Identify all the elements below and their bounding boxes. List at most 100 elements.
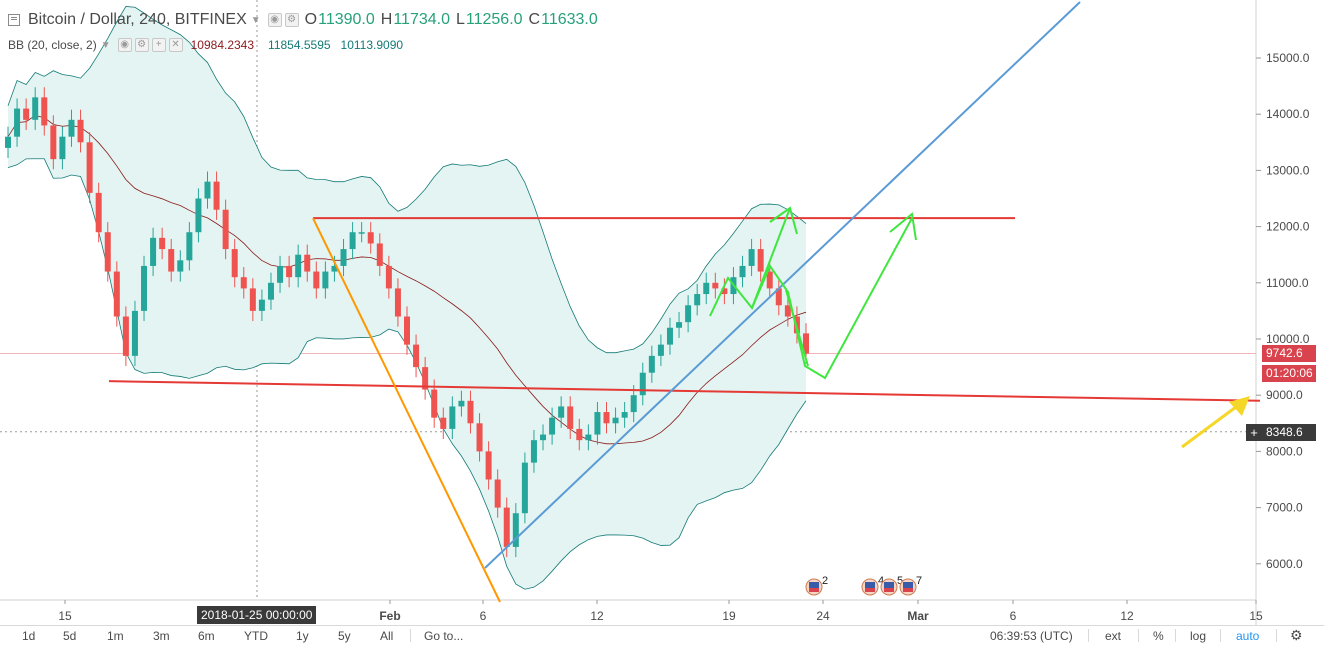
time-tick-label: Feb xyxy=(379,609,400,623)
candle-body xyxy=(41,97,48,126)
range-ytd-button[interactable]: YTD xyxy=(244,629,268,643)
us-event-flag-icon-stripe xyxy=(903,588,913,592)
bollinger-upper-line xyxy=(7,6,807,354)
candle-body xyxy=(721,288,728,295)
open-value: 11390.0 xyxy=(318,11,375,28)
candle-body xyxy=(322,271,329,289)
low-value: 11256.0 xyxy=(465,11,523,28)
candle-body xyxy=(739,265,746,278)
candle-body xyxy=(676,322,683,328)
range-1y-button[interactable]: 1y xyxy=(296,629,309,643)
price-tick-label: 10000.0 xyxy=(1266,332,1310,346)
eye-icon[interactable]: ◉ xyxy=(267,13,282,27)
candle-body xyxy=(540,434,547,441)
goto-date-button[interactable]: Go to... xyxy=(424,629,464,643)
time-tick-label: 15 xyxy=(58,609,72,623)
event-count: 7 xyxy=(916,575,922,587)
candle-body xyxy=(159,237,166,250)
candle-body xyxy=(503,507,510,547)
auto-scale-toggle[interactable]: auto xyxy=(1236,629,1260,643)
chevron-down-icon[interactable]: ▼ xyxy=(100,39,111,51)
percent-scale-toggle[interactable]: % xyxy=(1153,629,1164,643)
candle-body xyxy=(521,462,528,514)
event-count: 4 xyxy=(878,575,884,587)
bottom-toolbar: 1d 5d 1m 3m 6m YTD 1y 5y All Go to... 06… xyxy=(0,625,1324,645)
candle-body xyxy=(404,316,410,345)
candle-body xyxy=(567,406,574,429)
time-tick-label: 6 xyxy=(1010,609,1017,623)
range-1m-button[interactable]: 1m xyxy=(107,629,124,643)
candle-body xyxy=(277,265,284,283)
downtrend-line xyxy=(312,217,501,603)
candle-body xyxy=(204,181,211,199)
candle-body xyxy=(413,344,420,368)
candle-body xyxy=(585,434,592,441)
us-event-flag-icon-stripe xyxy=(865,582,875,588)
time-tick-label: 24 xyxy=(816,609,830,623)
candle-body xyxy=(712,282,719,289)
price-tick-label: 6000.0 xyxy=(1266,557,1303,571)
price-chart[interactable]: 6000.0 7000.0 8000.0 9000.0 10000.0 11000.0 12… xyxy=(0,0,1324,625)
close-icon[interactable]: ✕ xyxy=(168,38,183,52)
candle-body xyxy=(349,232,356,250)
settings-icon[interactable]: ⚙ xyxy=(284,13,299,27)
crosshair-date-label: 2018-01-25 00:00:00 xyxy=(197,606,317,624)
eye-icon[interactable]: ◉ xyxy=(117,38,132,52)
toolbar-divider xyxy=(1220,629,1221,642)
add-alert-plus-icon[interactable]: + xyxy=(1246,424,1262,441)
range-6m-button[interactable]: 6m xyxy=(198,629,215,643)
candle-body xyxy=(431,389,438,418)
candle-body xyxy=(59,136,66,160)
time-tick-label: Mar xyxy=(907,609,929,623)
symbol-title[interactable]: Bitcoin / Dollar, 240, BITFINEX xyxy=(28,11,247,28)
candle-body xyxy=(86,142,93,193)
candle-body xyxy=(803,333,809,354)
time-tick-label: 15 xyxy=(1249,609,1263,623)
candle-body xyxy=(267,282,274,300)
indicator-name[interactable]: BB (20, close, 2) xyxy=(8,38,97,52)
indicator-legend: BB (20, close, 2) ▼ ◉ ⚙ + ✕ 10984.2343 1… xyxy=(8,38,403,52)
us-event-flag-icon-stripe xyxy=(809,588,819,592)
price-tick-label: 9000.0 xyxy=(1266,388,1303,402)
candle-body xyxy=(630,395,637,413)
range-5y-button[interactable]: 5y xyxy=(338,629,351,643)
candle-body xyxy=(68,119,75,137)
candle-body xyxy=(422,367,429,390)
range-5d-button[interactable]: 5d xyxy=(63,629,77,643)
price-tick-label: 14000.0 xyxy=(1266,107,1310,121)
add-icon[interactable]: + xyxy=(151,38,166,52)
settings-icon[interactable]: ⚙ xyxy=(134,38,149,52)
candle-body xyxy=(394,288,401,317)
chevron-down-icon[interactable]: ▼ xyxy=(250,14,261,26)
projection-arrowhead xyxy=(889,212,917,241)
log-scale-toggle[interactable]: log xyxy=(1190,629,1207,643)
bb-basis-value: 10984.2343 xyxy=(190,38,255,52)
projection-path xyxy=(709,217,913,380)
candle-body xyxy=(195,198,202,233)
candle-body xyxy=(694,294,701,306)
collapse-legend-icon[interactable] xyxy=(8,14,20,26)
range-all-button[interactable]: All xyxy=(380,629,394,643)
candle-body xyxy=(558,406,565,418)
range-3m-button[interactable]: 3m xyxy=(153,629,170,643)
time-tick-label: 12 xyxy=(1120,609,1134,623)
low-label: L xyxy=(455,11,465,28)
candle-body xyxy=(77,119,84,143)
candle-body xyxy=(757,249,764,272)
candle-body xyxy=(467,400,474,424)
candle-body xyxy=(340,249,347,266)
range-1d-button[interactable]: 1d xyxy=(22,629,36,643)
candle-body xyxy=(766,271,773,289)
gear-icon[interactable]: ⚙ xyxy=(1290,627,1303,643)
price-tick-label: 7000.0 xyxy=(1266,501,1303,515)
time-tick-label: 6 xyxy=(480,609,487,623)
close-label: C xyxy=(528,11,541,28)
candle-body xyxy=(476,423,483,452)
candle-body xyxy=(131,310,138,356)
time-tick-label: 12 xyxy=(590,609,604,623)
price-tick-label: 8000.0 xyxy=(1266,444,1303,458)
candle-body xyxy=(367,232,374,244)
utc-clock[interactable]: 06:39:53 (UTC) xyxy=(990,629,1073,643)
extended-hours-toggle[interactable]: ext xyxy=(1105,629,1122,643)
